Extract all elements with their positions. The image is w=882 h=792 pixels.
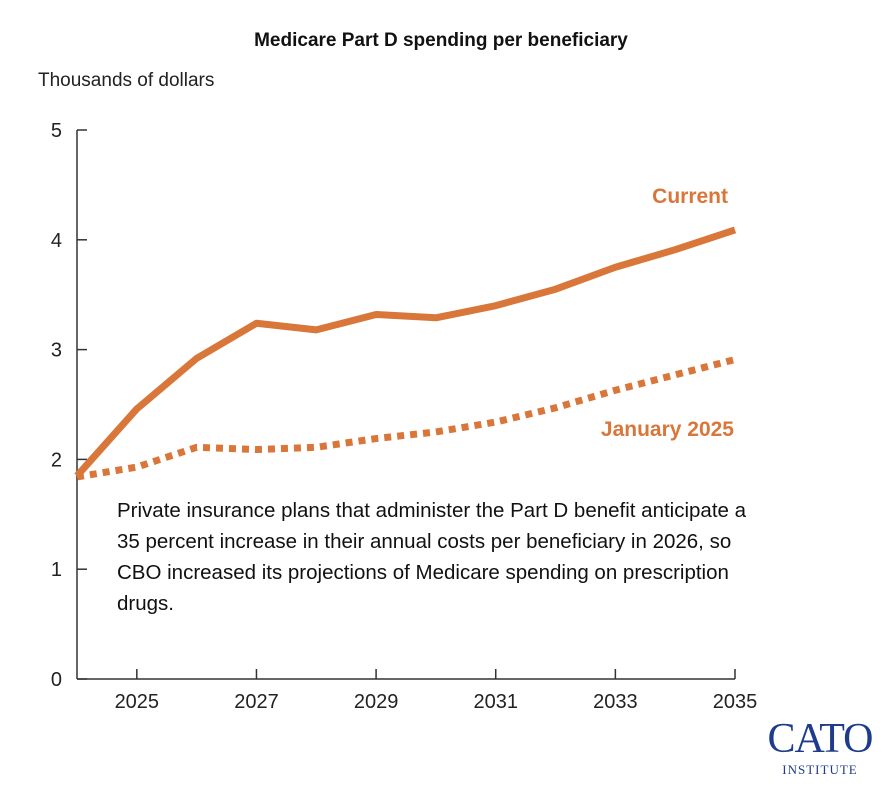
y-tick-label: 2 bbox=[51, 449, 62, 471]
cato-logo: CATO INSTITUTE bbox=[764, 716, 876, 778]
y-axis-label: Thousands of dollars bbox=[38, 70, 215, 91]
x-tick-label: 2025 bbox=[115, 691, 160, 713]
x-tick-label: 2031 bbox=[473, 691, 518, 713]
y-tick-label: 5 bbox=[51, 120, 62, 142]
annotation-text: Private insurance plans that administer … bbox=[117, 499, 747, 615]
y-tick-label: 4 bbox=[51, 230, 62, 252]
x-tick-label: 2027 bbox=[234, 691, 279, 713]
x-tick-label: 2033 bbox=[593, 691, 638, 713]
legend-label-current: Current bbox=[652, 185, 728, 208]
series-line-current bbox=[74, 226, 737, 479]
chart-title: Medicare Part D spending per beneficiary bbox=[254, 30, 628, 51]
logo-subtext: INSTITUTE bbox=[782, 762, 858, 777]
y-tick-label: 0 bbox=[51, 669, 62, 691]
x-tick-label: 2029 bbox=[354, 691, 399, 713]
y-tick-label: 3 bbox=[51, 340, 62, 362]
legend-label-january-2025: January 2025 bbox=[601, 418, 734, 441]
y-tick-label: 1 bbox=[51, 559, 62, 581]
logo-text: CATO bbox=[767, 716, 874, 762]
x-tick-label: 2035 bbox=[713, 691, 758, 713]
